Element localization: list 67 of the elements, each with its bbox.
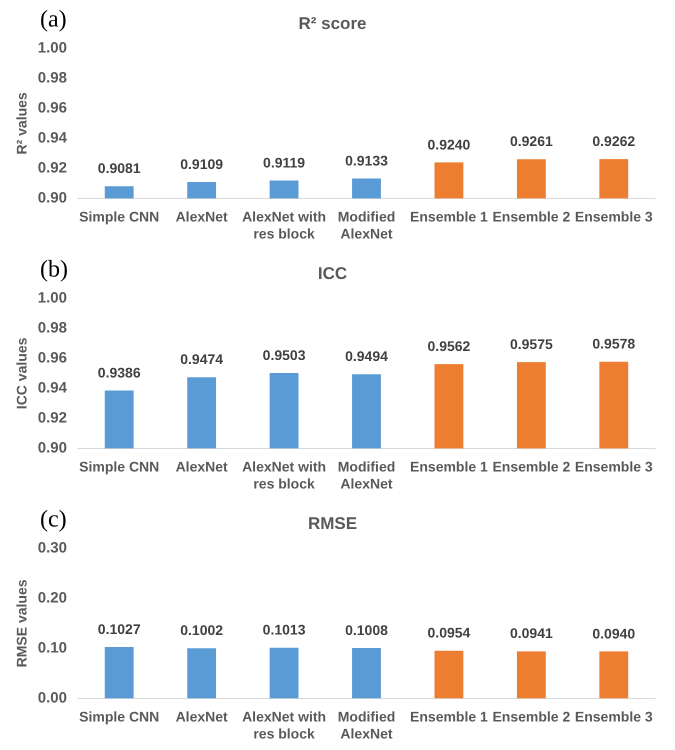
y-tick-label: 0.20 (38, 590, 67, 607)
x-tick-label: Simple CNN (79, 708, 160, 725)
y-tick-label: 0.98 (38, 320, 67, 337)
x-tick-label: Ensemble 3 (574, 708, 653, 725)
y-tick-label: 0.90 (38, 190, 67, 207)
data-label: 0.9575 (510, 336, 553, 352)
data-label: 0.1002 (180, 622, 224, 638)
data-label: 0.9386 (98, 364, 141, 380)
data-label: 0.9503 (262, 346, 306, 363)
x-tick-label: AlexNet with res block (242, 708, 326, 742)
data-label: 0.9133 (345, 152, 388, 168)
data-label: 0.9240 (428, 136, 471, 152)
x-tick-label: Ensemble 3 (574, 458, 653, 475)
y-tick-label: 0.98 (38, 70, 67, 87)
x-tick-label: Ensemble 1 (410, 458, 488, 475)
y-tick-label: 1.00 (38, 290, 67, 307)
x-tick-label: AlexNet with res block (242, 458, 326, 492)
y-tick-label: 0.10 (38, 640, 67, 657)
data-label: 0.0941 (510, 625, 553, 642)
data-label: 0.9474 (180, 351, 224, 368)
data-label: 0.9119 (263, 154, 306, 170)
y-tick-label: 0.92 (38, 410, 67, 427)
data-label: 0.0940 (592, 625, 636, 642)
y-tick-label: 0.94 (38, 130, 68, 147)
x-tick-label: Modified AlexNet (338, 458, 396, 492)
x-tick-label: Ensemble 2 (492, 208, 570, 225)
data-label: 0.9578 (592, 336, 636, 352)
y-tick-label: 0.30 (38, 540, 67, 557)
y-axis-title: ICC values (13, 337, 30, 410)
data-label: 0.9262 (592, 132, 636, 149)
text: (c) (40, 506, 67, 532)
data-label: 0.1008 (345, 622, 388, 638)
x-tick-label: Ensemble 2 (492, 708, 570, 725)
y-axis-title: RMSE values (13, 579, 30, 668)
y-tick-label: 0.92 (38, 160, 67, 177)
chart-title: ICC (318, 264, 348, 283)
x-tick-label: Modified AlexNet (338, 708, 396, 742)
data-label: 0.9261 (510, 133, 553, 150)
x-tick-label: AlexNet (176, 708, 228, 725)
data-label: 0.0954 (428, 624, 471, 641)
text: (b) (40, 256, 68, 282)
x-tick-label: Ensemble 1 (410, 208, 488, 225)
y-axis-title: R² values (13, 92, 30, 155)
data-label: 0.9109 (180, 156, 224, 172)
x-tick-label: AlexNet with res block (242, 208, 326, 242)
data-label: 0.9081 (98, 160, 141, 176)
data-label: 0.9494 (345, 348, 388, 364)
data-label: 0.1027 (98, 620, 141, 637)
y-tick-label: 0.96 (38, 100, 67, 117)
x-tick-label: Ensemble 1 (410, 708, 488, 725)
x-tick-label: AlexNet (176, 458, 228, 475)
text: (a) (40, 6, 67, 32)
y-tick-label: 1.00 (38, 40, 67, 57)
y-tick-label: 0.96 (38, 350, 67, 367)
x-tick-label: AlexNet (176, 208, 228, 225)
chart-title: R² score (298, 14, 367, 33)
data-label: 0.1013 (262, 622, 306, 638)
y-tick-label: 0.94 (38, 380, 68, 397)
y-tick-label: 0.00 (38, 690, 67, 707)
x-tick-label: Modified AlexNet (338, 208, 396, 242)
x-tick-label: Ensemble 3 (574, 208, 653, 225)
x-tick-label: Simple CNN (79, 458, 160, 475)
x-tick-label: Simple CNN (79, 208, 160, 225)
y-tick-label: 0.90 (38, 440, 67, 457)
data-label: 0.9562 (428, 338, 471, 354)
x-tick-label: Ensemble 2 (492, 458, 570, 475)
chart-title: RMSE (308, 514, 358, 533)
